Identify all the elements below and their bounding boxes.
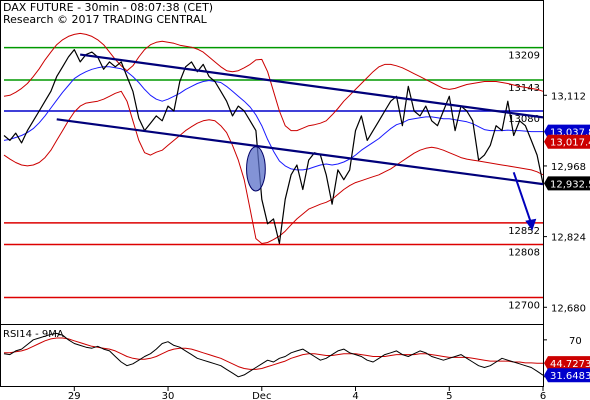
value-tag (544, 368, 590, 383)
value-tag-label: 31.6483 (550, 371, 590, 382)
chart-copyright: Research © 2017 TRADING CENTRAL (3, 13, 207, 26)
price-tick-label: 13,112 (551, 91, 586, 102)
time-tick-label: Dec (252, 391, 271, 400)
forecast-arrow-shaft (512, 171, 533, 225)
trend-channel-line (56, 118, 544, 186)
plot-frame (0, 0, 544, 387)
forecast-arrow-head (525, 218, 537, 231)
rsi-title: RSI14 - 9MA (3, 329, 64, 340)
time-tick-label: 5 (446, 391, 452, 400)
price-line (3, 48, 544, 245)
value-tag-label: 12,932.5 (550, 179, 590, 190)
bollinger-upper-line (3, 32, 544, 132)
price-tick-label: 12,680 (551, 303, 586, 314)
value-tag (544, 356, 590, 371)
value-tag (544, 134, 590, 149)
highlight-ellipse (246, 146, 266, 192)
level-label: 12808 (508, 247, 540, 258)
rsi-ma-line (4, 337, 543, 370)
time-tick-label: 4 (352, 391, 358, 400)
time-tick-label: 29 (68, 391, 81, 400)
level-label: 12700 (508, 300, 540, 311)
time-tick-label: 30 (162, 391, 175, 400)
price-tick-label: 12,824 (551, 233, 586, 244)
bollinger-lower-line (3, 90, 544, 244)
rsi-line (3, 332, 544, 378)
value-tag-label: 13,037.8 (550, 128, 590, 139)
price-tick-label: 12,968 (551, 162, 586, 173)
trend-channel-line (80, 53, 544, 119)
value-tag (544, 176, 590, 191)
chart-title: DAX FUTURE - 30min - 08:07:38 (CET) (3, 1, 214, 14)
time-tick-label: 6 (540, 391, 546, 400)
value-tag-label: 13,017.4 (550, 138, 590, 149)
level-label: 13209 (508, 51, 540, 62)
level-label: 13080 (508, 114, 540, 125)
level-label: 13143 (508, 83, 540, 94)
moving-average-line (3, 66, 543, 171)
rsi-tick-label: 70 (569, 336, 582, 347)
value-tag-label: 44.7273 (550, 359, 590, 370)
level-label: 12852 (508, 226, 540, 237)
